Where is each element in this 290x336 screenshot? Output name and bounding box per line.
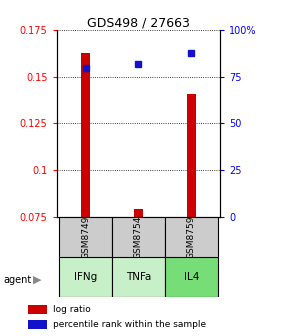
Text: log ratio: log ratio bbox=[53, 305, 91, 314]
Bar bbox=[28, 304, 47, 314]
Bar bbox=[28, 320, 47, 329]
Text: IL4: IL4 bbox=[184, 272, 199, 282]
Bar bbox=[134, 209, 143, 217]
Text: ▶: ▶ bbox=[33, 275, 42, 285]
Bar bbox=[112, 217, 165, 257]
Text: agent: agent bbox=[3, 275, 31, 285]
Bar bbox=[59, 257, 112, 297]
Bar bbox=[59, 217, 112, 257]
Text: TNFa: TNFa bbox=[126, 272, 151, 282]
Text: GSM8759: GSM8759 bbox=[187, 215, 196, 259]
Title: GDS498 / 27663: GDS498 / 27663 bbox=[87, 16, 190, 29]
Bar bbox=[165, 257, 218, 297]
Text: percentile rank within the sample: percentile rank within the sample bbox=[53, 320, 206, 329]
Text: IFNg: IFNg bbox=[74, 272, 97, 282]
Bar bbox=[81, 53, 90, 217]
Text: GSM8749: GSM8749 bbox=[81, 215, 90, 259]
Bar bbox=[186, 94, 196, 217]
Text: GSM8754: GSM8754 bbox=[134, 215, 143, 259]
Bar bbox=[165, 217, 218, 257]
Bar bbox=[112, 257, 165, 297]
